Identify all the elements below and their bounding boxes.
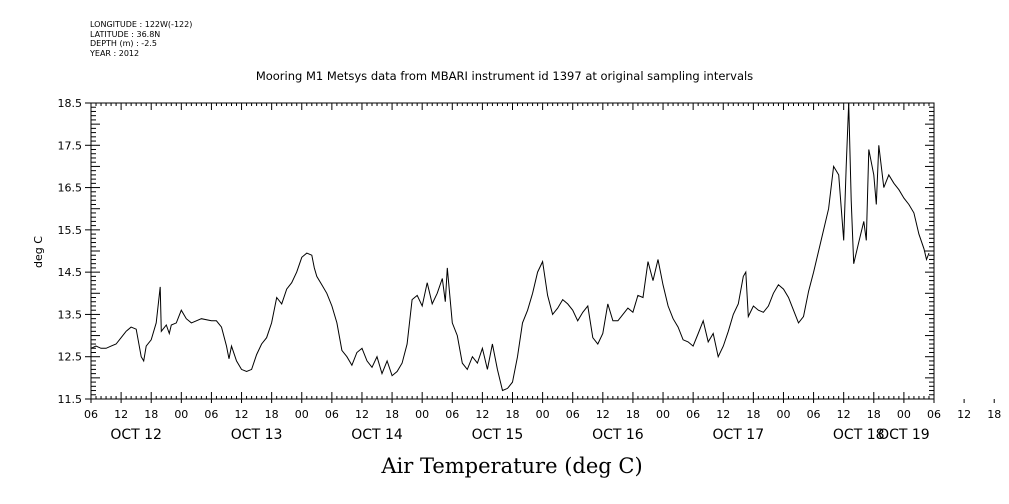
x-tick-label: 12: [475, 408, 489, 421]
y-tick-label: 13.5: [58, 308, 83, 321]
y-tick-label: 12.5: [58, 351, 83, 364]
y-tick-label: 15.5: [58, 224, 83, 237]
x-tick-label: 06: [325, 408, 339, 421]
x-day-label: OCT 12: [110, 427, 162, 443]
x-tick-label: 00: [656, 408, 670, 421]
y-tick-label: 18.5: [58, 97, 83, 110]
x-tick-label: 00: [897, 408, 911, 421]
x-tick-label: 18: [265, 408, 279, 421]
x-day-label: OCT 14: [351, 427, 403, 443]
year-label: YEAR : 2012: [90, 48, 140, 58]
x-tick-label: 12: [716, 408, 730, 421]
x-day-label: OCT 18: [833, 427, 885, 443]
x-day-label: OCT 17: [712, 427, 764, 443]
y-axis-ticks: 11.5 12.5 13.5 14.5 15.5 16.5 17.5 18.5: [58, 97, 91, 406]
y-tick-label: 11.5: [58, 393, 83, 406]
x-tick-label: 18: [626, 408, 640, 421]
y-axis-label: deg C: [32, 236, 45, 268]
x-tick-label: 06: [84, 408, 98, 421]
x-tick-label: 12: [957, 408, 971, 421]
x-tick-label: 18: [385, 408, 399, 421]
x-day-label: OCT 13: [231, 427, 283, 443]
series-line-air-temperature: [90, 102, 930, 392]
x-tick-label: 00: [776, 408, 790, 421]
x-tick-label: 00: [536, 408, 550, 421]
x-tick-label: 06: [445, 408, 459, 421]
x-tick-label: 12: [355, 408, 369, 421]
minor-ticks: [90, 102, 935, 400]
x-day-label: OCT 16: [592, 427, 644, 443]
x-tick-label: 18: [746, 408, 760, 421]
x-tick-label: 18: [987, 408, 1001, 421]
chart-plot: 11.512.513.514.515.516.517.518.5 06 12 18 0…: [32, 97, 1001, 443]
x-axis-day-labels: OCT 12 OCT 13 OCT 14 OCT 15 OCT 16 OCT 17 OCT …: [110, 427, 929, 443]
x-axis-ticks: 06 12 18 00 06 12 18 00 06 12 18 00 06 12 18 00 06 12 18 00…: [84, 399, 1001, 421]
chart-title: Mooring M1 Metsys data from MBARI instru…: [255, 69, 754, 83]
x-tick-label: 12: [837, 408, 851, 421]
x-tick-label: 12: [596, 408, 610, 421]
y-tick-label: 14.5: [58, 266, 83, 279]
x-day-label: OCT 19: [878, 427, 930, 443]
x-tick-label: 06: [927, 408, 941, 421]
x-tick-label: 06: [686, 408, 700, 421]
x-tick-label: 12: [114, 408, 128, 421]
x-tick-label: 18: [144, 408, 158, 421]
x-tick-label: 12: [235, 408, 249, 421]
x-tick-label: 00: [174, 408, 188, 421]
depth-label: DEPTH (m) : -2.5: [90, 39, 157, 48]
y-tick-label: 17.5: [58, 139, 83, 152]
x-day-label: OCT 15: [472, 427, 524, 443]
longitude-label: LONGITUDE : 122W(-122): [90, 20, 193, 29]
x-tick-label: 00: [415, 408, 429, 421]
metadata-block: LONGITUDE : 122W(-122) LATITUDE : 36.8N …: [90, 20, 192, 58]
x-tick-label: 06: [204, 408, 218, 421]
x-tick-label: 06: [807, 408, 821, 421]
x-tick-label: 00: [295, 408, 309, 421]
figure-caption: Air Temperature (deg C): [381, 454, 643, 478]
plot-frame: [90, 102, 935, 400]
y-tick-label: 16.5: [58, 182, 83, 195]
x-tick-label: 18: [867, 408, 881, 421]
x-tick-label: 06: [566, 408, 580, 421]
latitude-label: LATITUDE : 36.8N: [90, 29, 161, 39]
x-tick-label: 18: [506, 408, 520, 421]
